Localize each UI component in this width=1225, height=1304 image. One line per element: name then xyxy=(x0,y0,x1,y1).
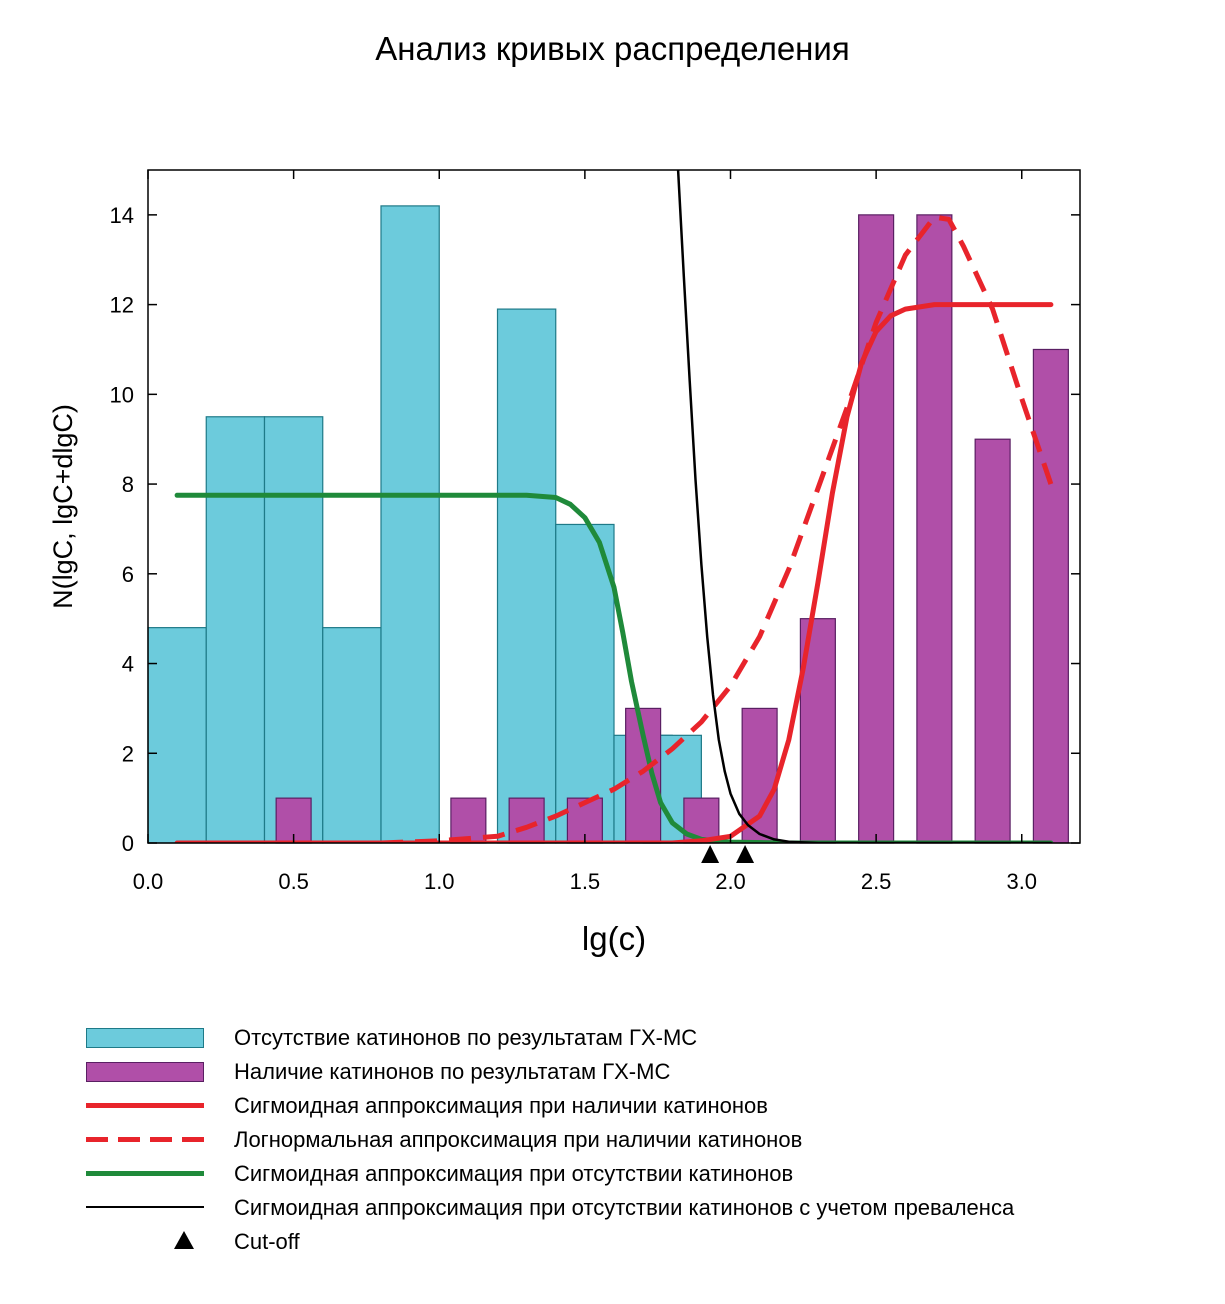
legend-label: Сигмоидная аппроксимация при отсутствии … xyxy=(234,1195,1015,1220)
x-tick-label: 0.5 xyxy=(278,869,309,894)
legend-item: Наличие катинонов по результатам ГХ-МС xyxy=(82,1056,1202,1090)
legend-label: Наличие катинонов по результатам ГХ-МС xyxy=(234,1059,671,1084)
legend-swatch-mark xyxy=(86,1206,204,1208)
cutoff-marker-0 xyxy=(701,845,720,863)
x-tick-label: 3.0 xyxy=(1006,869,1037,894)
legend-label: Отсутствие катинонов по результатам ГХ-М… xyxy=(234,1025,698,1050)
legend-swatch-mark xyxy=(86,1137,204,1142)
cutoff-markers-group xyxy=(701,845,755,863)
x-tick-label: 1.0 xyxy=(424,869,455,894)
axis-ticks-group: 0.0 0.5 1.0 1.5 2.0 2.5 3.0 0 2 4 6 8 10 12 14 xyxy=(110,170,1080,894)
y-tick-label: 12 xyxy=(110,293,134,318)
present-bar-8 xyxy=(858,214,895,844)
chart-svg: 0.0 0.5 1.0 1.5 2.0 2.5 3.0 0 2 4 6 8 10 12 14 lg(c) N… xyxy=(48,169,1081,957)
y-tick-label: 10 xyxy=(110,382,134,407)
x-tick-label: 1.5 xyxy=(570,869,601,894)
legend-swatch-mark xyxy=(86,1171,204,1176)
legend-item: Логнормальная аппроксимация при наличии … xyxy=(82,1124,1202,1158)
legend-swatch-mark xyxy=(86,1062,204,1082)
legend-swatch xyxy=(82,1226,208,1256)
legend-item: Отсутствие катинонов по результатам ГХ-М… xyxy=(82,1022,1202,1056)
legend-swatch-mark xyxy=(86,1103,204,1108)
legend-item: Сигмоидная аппроксимация при наличии кат… xyxy=(82,1090,1202,1124)
y-tick-label: 2 xyxy=(122,741,134,766)
fit-lines-group xyxy=(174,170,1054,843)
present-bars-group xyxy=(275,214,1069,844)
fit-line-0 xyxy=(174,302,1054,843)
x-tick-label: 0.0 xyxy=(133,869,164,894)
legend-swatch xyxy=(82,1022,208,1052)
legend-swatch-mark xyxy=(86,1028,204,1048)
present-bar-6 xyxy=(741,707,778,844)
fit-line-3 xyxy=(676,170,1053,843)
absent-bar-5 xyxy=(496,308,557,844)
legend-item: Cut-off xyxy=(82,1226,1202,1260)
legend-item: Сигмоидная аппроксимация при отсутствии … xyxy=(82,1192,1202,1226)
fit-line-1 xyxy=(177,214,1054,843)
present-bar-2 xyxy=(508,797,545,844)
legend: Отсутствие катинонов по результатам ГХ-М… xyxy=(82,1022,1202,1260)
legend-swatch xyxy=(82,1124,208,1154)
legend-swatch xyxy=(82,1158,208,1188)
legend-swatch xyxy=(82,1192,208,1222)
y-axis-label: N(lgC, lgC+dlgC) xyxy=(48,404,78,609)
y-tick-label: 6 xyxy=(122,562,134,587)
triangle-icon xyxy=(174,1231,194,1249)
absent-bars-group xyxy=(147,205,702,844)
legend-label: Сигмоидная аппроксимация при отсутствии … xyxy=(234,1161,794,1186)
x-tick-label: 2.0 xyxy=(715,869,746,894)
present-bar-9 xyxy=(916,214,953,844)
plot-frame xyxy=(147,169,1081,844)
x-tick-label: 2.5 xyxy=(861,869,892,894)
present-bar-11 xyxy=(1032,348,1069,844)
legend-label: Сигмоидная аппроксимация при наличии кат… xyxy=(234,1093,768,1118)
y-tick-label: 0 xyxy=(122,831,134,856)
fit-line-2 xyxy=(174,492,1054,843)
x-axis-label: lg(c) xyxy=(582,920,646,957)
absent-bar-3 xyxy=(322,627,382,844)
y-tick-label: 14 xyxy=(110,203,134,228)
legend-label: Логнормальная аппроксимация при наличии … xyxy=(234,1127,803,1152)
absent-bar-6 xyxy=(555,523,615,844)
legend-label: Cut-off xyxy=(234,1229,300,1254)
y-tick-label: 4 xyxy=(122,652,134,677)
absent-bar-1 xyxy=(205,416,266,844)
absent-bar-0 xyxy=(147,627,207,844)
chart-title: Анализ кривых распределения xyxy=(375,30,850,67)
absent-bar-2 xyxy=(263,416,324,844)
legend-item: Сигмоидная аппроксимация при отсутствии … xyxy=(82,1158,1202,1192)
absent-bar-4 xyxy=(380,205,440,844)
legend-swatch xyxy=(82,1056,208,1086)
y-tick-label: 8 xyxy=(122,472,134,497)
present-bar-5 xyxy=(683,797,720,844)
present-bar-10 xyxy=(974,438,1011,844)
legend-swatch xyxy=(82,1090,208,1120)
cutoff-marker-1 xyxy=(736,845,755,863)
